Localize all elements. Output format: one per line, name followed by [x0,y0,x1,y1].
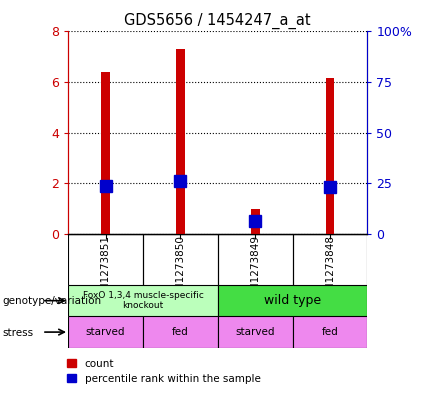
Title: GDS5656 / 1454247_a_at: GDS5656 / 1454247_a_at [125,13,311,29]
Bar [326,78,334,234]
Bar [68,285,218,316]
Text: starved: starved [235,327,275,337]
Text: stress: stress [2,328,33,338]
Text: GSM1273851: GSM1273851 [101,235,110,305]
Legend: count, percentile rank within the sample: count, percentile rank within the sample [67,359,260,384]
Text: fed: fed [172,327,189,337]
Bar [68,316,143,348]
Bar [293,316,367,348]
Bar [143,316,218,348]
Bar [218,234,293,285]
Text: genotype/variation: genotype/variation [2,296,101,307]
Bar [68,234,143,285]
Text: GSM1273848: GSM1273848 [325,235,335,305]
Text: GSM1273849: GSM1273849 [250,235,260,305]
Bar [176,49,185,234]
Text: fed: fed [322,327,338,337]
Text: GSM1273850: GSM1273850 [176,235,185,305]
Bar [251,209,260,234]
Bar [218,285,367,316]
Text: wild type: wild type [264,294,321,307]
Bar [101,72,110,234]
Bar [143,234,218,285]
Text: FoxO 1,3,4 muscle-specific
knockout: FoxO 1,3,4 muscle-specific knockout [83,291,203,310]
Bar [293,234,367,285]
Text: starved: starved [86,327,125,337]
Bar [218,316,293,348]
